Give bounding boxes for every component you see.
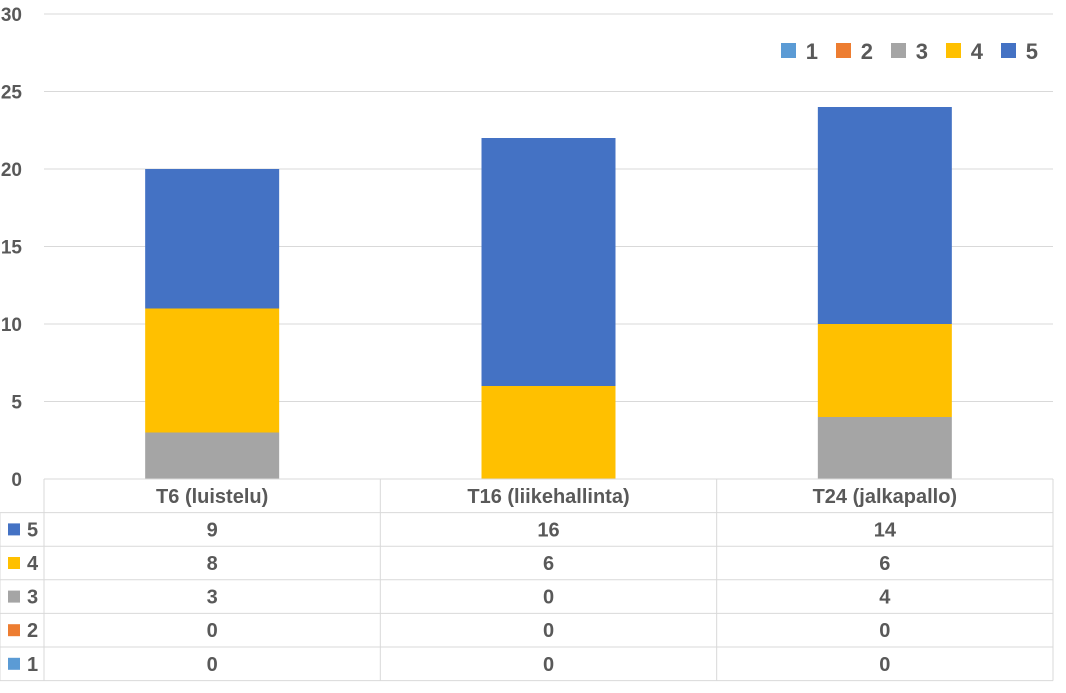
table-value: 14 [874,519,897,541]
legend-label: 3 [916,39,928,64]
table-row-label: 2 [27,620,38,642]
table-value: 0 [543,654,554,676]
legend-label: 5 [1026,39,1038,64]
table-legend-swatch [8,557,20,569]
table-value: 0 [879,654,890,676]
y-tick-label: 20 [1,160,22,181]
table-value: 6 [879,553,890,575]
table-value: 0 [543,587,554,609]
table-legend-swatch [8,523,20,536]
bar-segment-series-4 [817,324,952,417]
bar-segment-series-3 [145,432,280,479]
legend-label: 1 [806,39,818,64]
legend-swatch [946,43,961,58]
data-table: T6 (luistelu) T16 (liikehallinta) T24 (jal… [0,478,1054,682]
bar-segment-series-4 [145,308,280,433]
y-tick-label: 5 [11,393,22,414]
table-legend-swatch [8,590,20,603]
bar-segment-series-5 [481,138,616,386]
bar-segment-series-5 [145,169,280,309]
y-tick-label: 30 [1,5,22,26]
y-tick-label: 0 [11,470,22,491]
table-value: 0 [207,620,218,642]
category-label: T6 (luistelu) [156,486,268,508]
table-value: 3 [207,587,218,609]
y-axis: 0 5 10 15 20 25 30 [1,5,23,491]
legend-swatch [836,43,851,58]
table-legend-swatch [8,624,20,637]
y-tick-label: 15 [1,238,23,259]
table-value: 16 [537,519,559,541]
category-label: T24 (jalkapallo) [813,486,958,508]
table-row-label: 1 [27,654,38,676]
table-value: 0 [207,654,218,676]
bar-segment-series-5 [817,107,952,324]
legend: 5 4 3 2 1 [781,39,1038,64]
table-legend-swatch [8,657,20,670]
bar-segment-series-4 [481,386,616,479]
bar-segment-series-3 [817,417,952,479]
table-value: 6 [543,553,554,575]
legend-swatch [781,43,796,58]
category-label: T16 (liikehallinta) [467,486,629,508]
legend-swatch [1001,43,1016,58]
y-tick-label: 10 [1,315,22,336]
legend-label: 4 [971,39,984,64]
legend-swatch [891,43,906,58]
table-value: 0 [543,620,554,642]
table-value: 0 [879,620,890,642]
legend-label: 2 [861,39,873,64]
bars [145,107,952,479]
table-row-label: 4 [27,553,39,575]
table-row-label: 3 [27,587,38,609]
table-value: 9 [207,519,218,541]
table-value: 4 [879,587,891,609]
table-row-label: 5 [27,519,38,541]
table-value: 8 [207,553,218,575]
y-tick-label: 25 [1,83,23,104]
